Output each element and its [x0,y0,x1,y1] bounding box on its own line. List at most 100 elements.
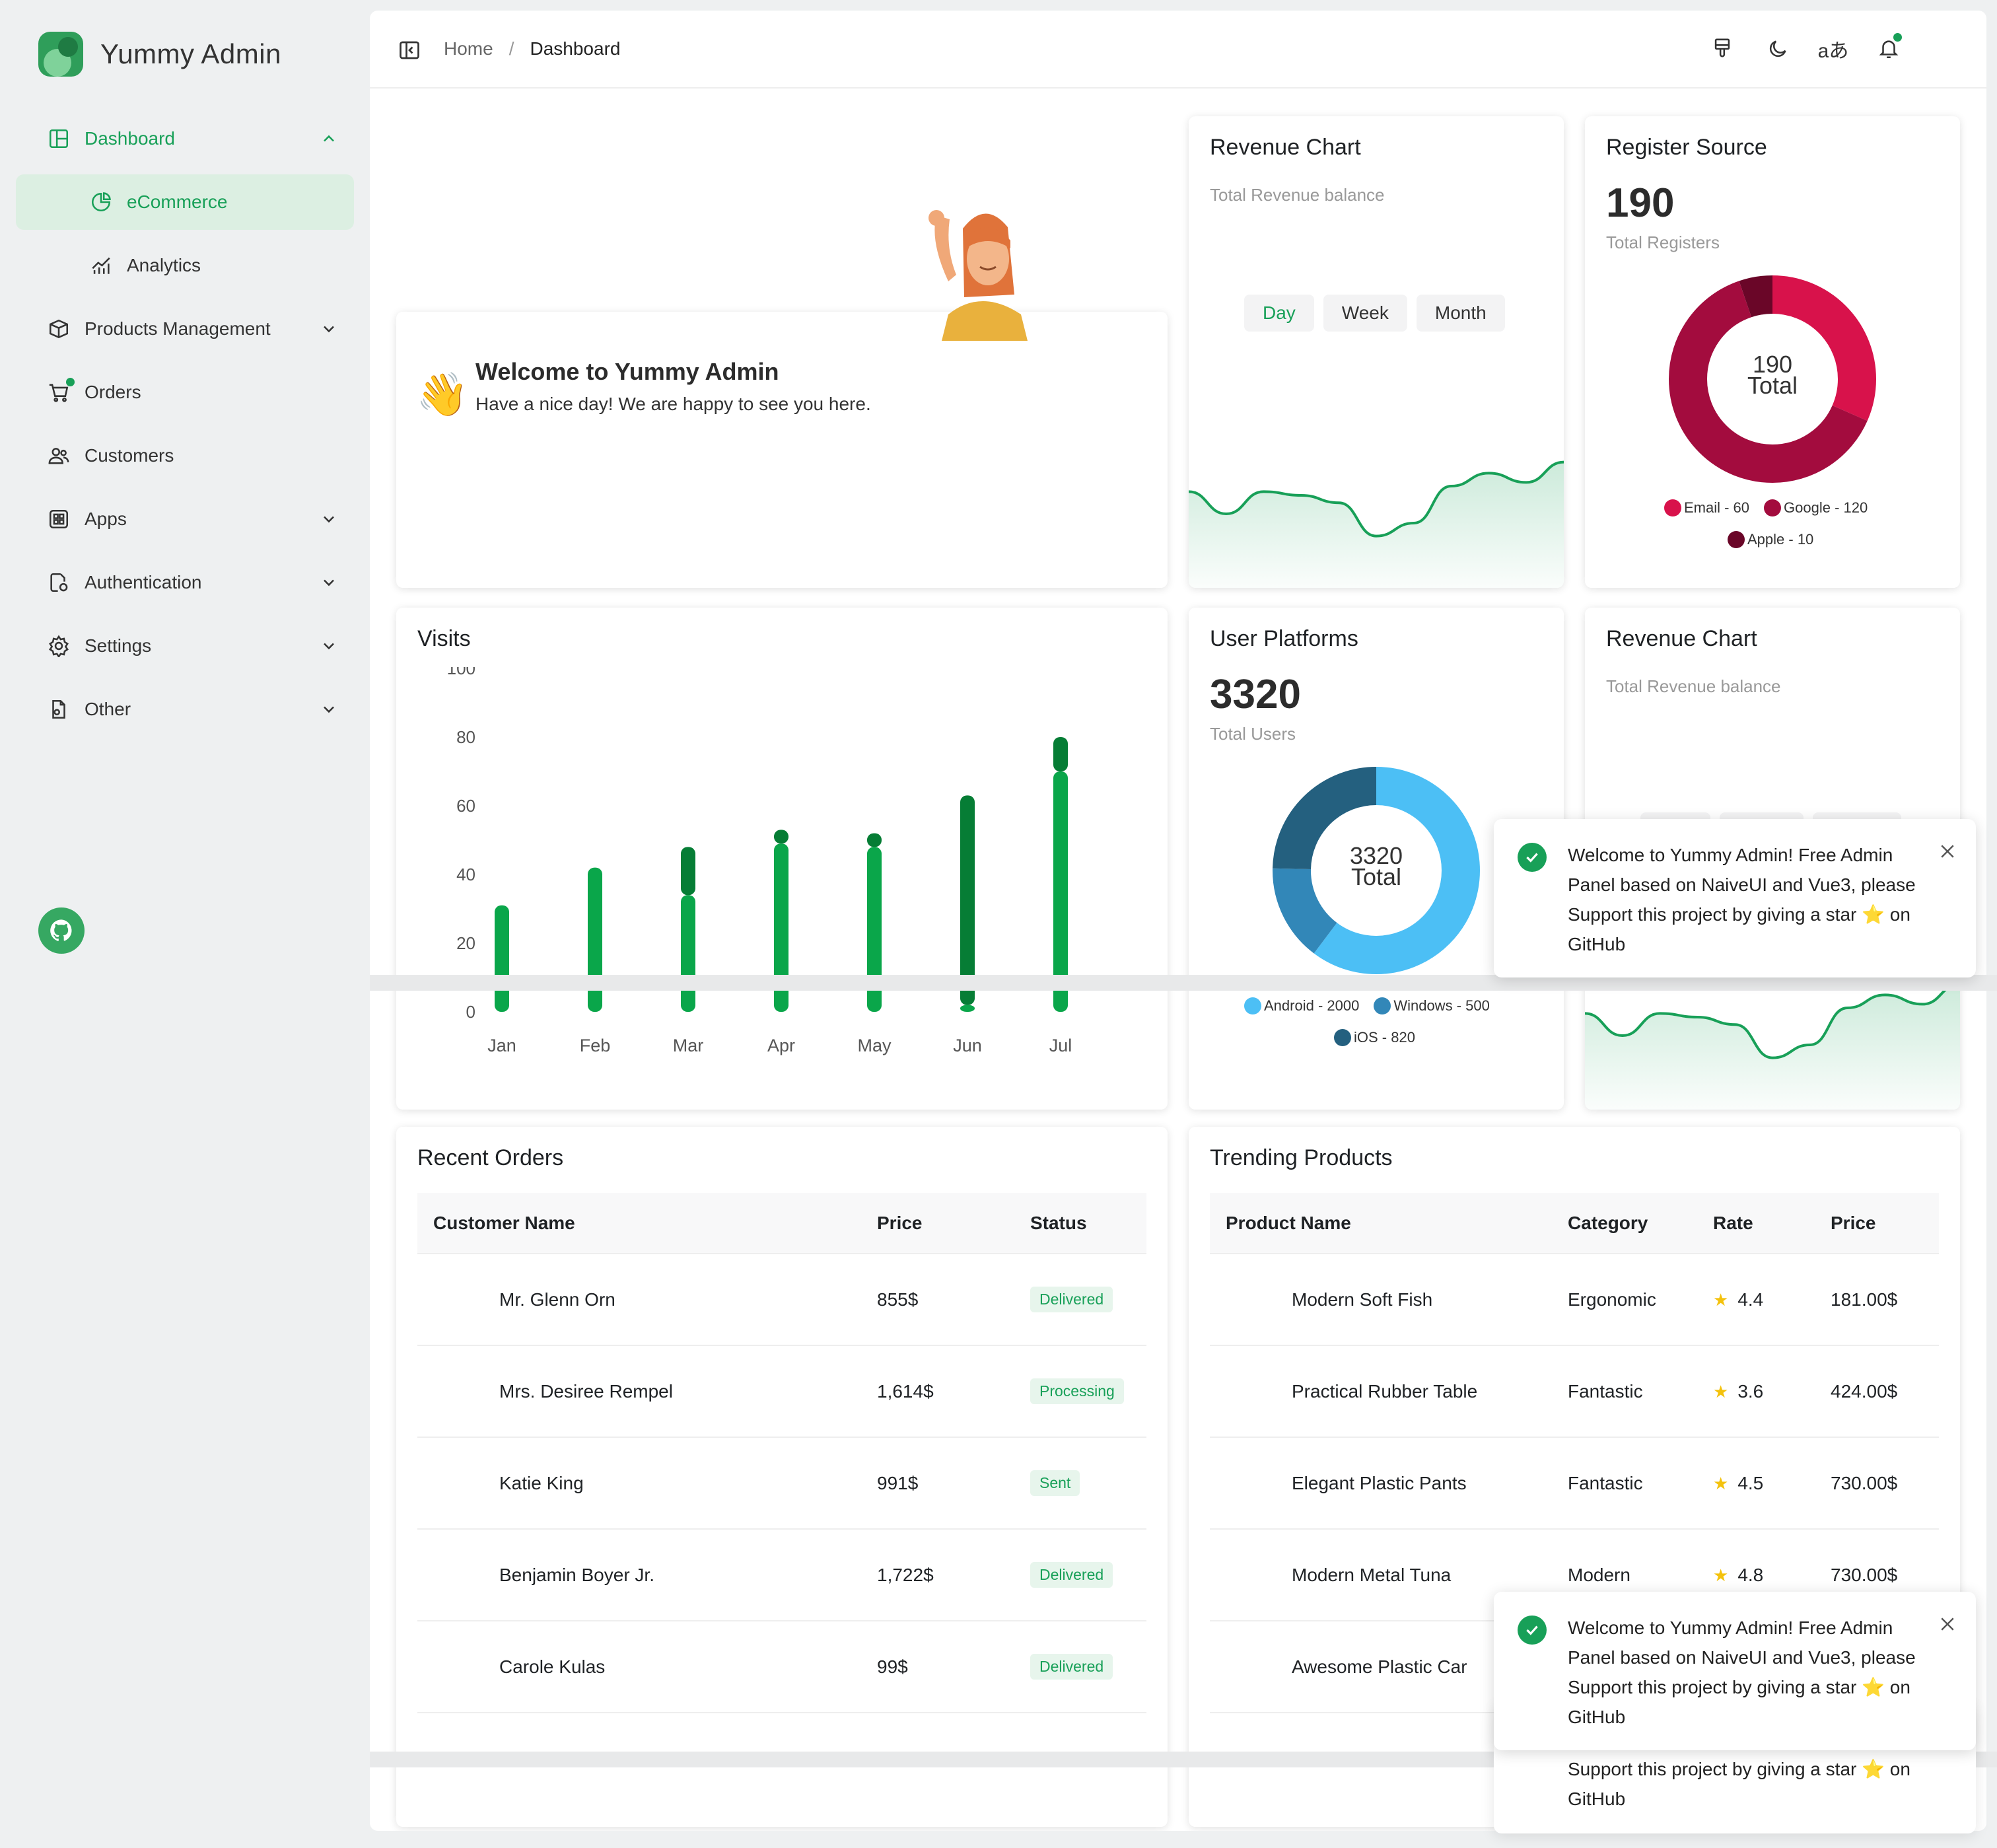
register-source-legend-row2: Apple - 10 [1728,531,1828,548]
sidebar-item-authentication[interactable]: Authentication [16,555,354,610]
column-header[interactable]: Category [1552,1193,1697,1254]
bar[interactable] [774,843,788,1012]
breadcrumb-home[interactable]: Home [444,38,493,59]
bar[interactable] [495,905,509,1012]
sidebar-item-products-management[interactable]: Products Management [16,301,354,357]
sidebar-menu: Dashboard eCommerce Analytics Products M… [16,111,354,745]
column-header[interactable]: Price [861,1193,1014,1254]
product-category: Fantastic [1552,1437,1697,1530]
status-badge: Delivered [1030,1562,1113,1588]
breadcrumb-current: Dashboard [530,38,621,59]
donut-slice[interactable] [1273,767,1480,974]
table-row[interactable]: Mr. Glenn Orn 855$ Delivered [417,1254,1146,1346]
sidebar-item-other[interactable]: Other [16,682,354,737]
donut-slice[interactable] [1273,767,1480,974]
table-row[interactable]: Modern Soft Fish Ergonomic ★ 4.4 181.00$ [1210,1254,1939,1346]
order-price: 1,614$ [861,1345,1014,1438]
table-row[interactable]: Carole Kulas 99$ Delivered [417,1621,1146,1713]
notification-bell-icon[interactable] [1873,33,1905,65]
status-badge: Delivered [1030,1287,1113,1312]
bar[interactable] [1053,771,1068,1012]
column-header[interactable]: Status [1014,1193,1146,1254]
sidebar-item-label: Apps [85,509,127,529]
sidebar-item-apps[interactable]: Apps [16,491,354,547]
donut-center-value: 190 [1752,351,1793,378]
card-title: Revenue Chart [1606,626,1757,651]
legend-label: Windows - 500 [1393,997,1490,1014]
register-source-card: Register Source 190 Total Registers 190 … [1585,116,1960,588]
theme-brush-icon[interactable] [1706,33,1738,65]
product-category: Fantastic [1552,1345,1697,1438]
bar[interactable] [774,830,788,844]
bar[interactable] [681,847,695,896]
column-header[interactable]: Customer Name [417,1193,861,1254]
toast-message: Support this project by giving a star ⭐ … [1568,1759,1910,1809]
gear-icon [48,635,70,657]
sidebar-item-settings[interactable]: Settings [16,618,354,674]
sidebar-item-dashboard[interactable]: Dashboard [16,111,354,166]
card-title: Visits [417,626,471,651]
table-header-row: Customer Name Price Status [417,1193,1146,1254]
column-header[interactable]: Price [1815,1193,1939,1254]
header-actions: aあ [1683,33,1905,65]
donut-slice[interactable] [1669,275,1876,483]
users-icon [48,444,70,467]
legend-item[interactable]: Email - 60 [1664,499,1749,516]
legend-item[interactable]: Windows - 500 [1374,997,1490,1014]
github-icon [50,919,72,941]
x-tick-label: Mar [673,1036,704,1055]
legend-label: Apple - 10 [1747,531,1814,548]
total-users-label: Total Users [1210,724,1296,744]
top-header: Home / Dashboard aあ [370,11,1986,89]
toast-message: Welcome to Yummy Admin! Free Admin Panel… [1568,845,1916,954]
ecommerce-icon [90,191,112,213]
period-month-button[interactable]: Month [1416,295,1505,332]
sidebar-item-customers[interactable]: Customers [16,428,354,483]
table-row[interactable]: Katie King 991$ Sent [417,1437,1146,1530]
bar[interactable] [960,1005,975,1012]
table-row[interactable]: Elegant Plastic Pants Fantastic ★ 4.5 730.00… [1210,1437,1939,1530]
avatar-illustration [928,210,1028,341]
bar[interactable] [1053,737,1068,771]
column-header[interactable]: Rate [1697,1193,1815,1254]
dark-mode-icon[interactable] [1762,33,1794,65]
app-name: Yummy Admin [100,38,281,69]
github-link[interactable] [38,907,85,954]
x-tick-label: Jan [487,1036,516,1055]
period-day-button[interactable]: Day [1244,295,1314,332]
legend-swatch [1244,997,1261,1014]
bar[interactable] [960,795,975,1005]
sidebar-item-label: Orders [85,382,141,402]
product-rate: 4.4 [1737,1289,1764,1310]
table-row[interactable]: Benjamin Boyer Jr. 1,722$ Delivered [417,1529,1146,1621]
legend-item[interactable]: Google - 120 [1764,499,1868,516]
table-row[interactable]: Practical Rubber Table Fantastic ★ 3.6 424.0… [1210,1345,1939,1438]
customer-name: Carole Kulas [417,1621,861,1713]
close-icon[interactable] [1938,1614,1957,1634]
sidebar-item-label: Analytics [127,255,201,275]
card-title: User Platforms [1210,626,1358,651]
donut-slice[interactable] [1669,275,1876,483]
legend-item[interactable]: Apple - 10 [1728,531,1813,548]
legend-item[interactable]: iOS - 820 [1334,1029,1415,1046]
star-icon: ★ [1713,1381,1729,1402]
sidebar-item-label: Customers [85,445,174,466]
orders-badge [66,378,75,386]
bar[interactable] [681,895,695,1012]
period-week-button[interactable]: Week [1323,295,1407,332]
app-logo[interactable]: Yummy Admin [38,32,281,77]
sidebar-item-analytics[interactable]: Analytics [16,238,354,293]
bar[interactable] [867,847,882,1012]
chevron-down-icon [320,510,338,528]
screenshot-seam [370,975,1997,991]
bar[interactable] [867,833,882,847]
sidebar-item-orders[interactable]: Orders [16,365,354,420]
table-row[interactable]: Mrs. Desiree Rempel 1,614$ Processing [417,1345,1146,1438]
column-header[interactable]: Product Name [1210,1193,1552,1254]
sidebar-toggle-icon[interactable] [398,38,421,62]
legend-item[interactable]: Android - 2000 [1244,997,1359,1014]
sidebar-item-ecommerce[interactable]: eCommerce [16,174,354,230]
language-icon[interactable]: aあ [1817,40,1849,62]
close-icon[interactable] [1938,841,1957,861]
sidebar-item-label: Products Management [85,318,271,339]
